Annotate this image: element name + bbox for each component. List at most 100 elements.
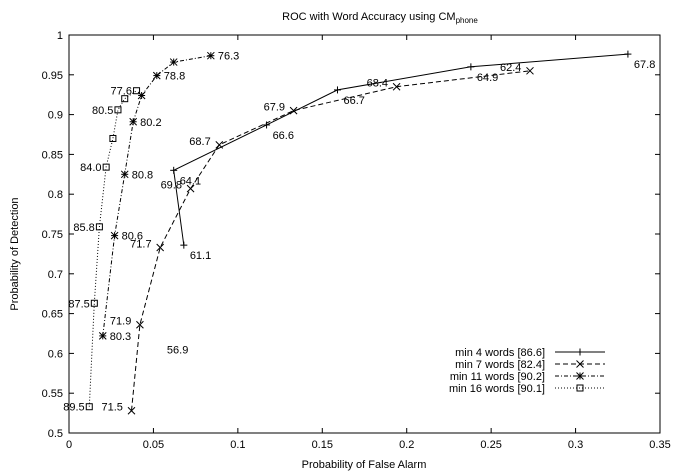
data-label: 67.9 xyxy=(264,102,285,114)
series-line xyxy=(173,53,628,246)
data-point-marker xyxy=(170,166,178,174)
x-tick-label: 0.25 xyxy=(480,439,501,451)
data-label: 68.7 xyxy=(189,136,210,148)
data-label: 61.1 xyxy=(190,250,211,262)
data-point-marker xyxy=(156,243,165,252)
data-point-marker xyxy=(90,299,98,307)
data-point-marker xyxy=(129,117,138,126)
data-point-marker xyxy=(152,71,161,80)
data-point-marker xyxy=(85,403,93,411)
data-point-marker xyxy=(136,320,144,329)
chart-title: ROC with Word Accuracy using CMphone xyxy=(282,11,478,25)
data-point-marker xyxy=(526,66,534,75)
series-line xyxy=(88,90,137,407)
x-tick-label: 0.35 xyxy=(649,439,670,451)
legend-marker xyxy=(576,360,584,368)
y-tick-label: 0.85 xyxy=(42,149,63,161)
data-label: 80.5 xyxy=(92,105,113,117)
x-tick-label: 0 xyxy=(66,439,72,451)
data-label: 77.6 xyxy=(111,86,132,98)
data-point-marker xyxy=(289,106,298,115)
data-point-marker xyxy=(186,184,195,193)
data-point-marker xyxy=(180,241,188,249)
legend-marker xyxy=(576,372,584,380)
data-label: 66.7 xyxy=(343,95,364,107)
data-label: 71.9 xyxy=(110,316,131,328)
y-tick-label: 0.5 xyxy=(48,428,63,440)
data-label: 76.3 xyxy=(218,51,239,63)
data-label: 80.3 xyxy=(110,331,131,343)
data-point-marker xyxy=(102,163,110,171)
data-label: 66.6 xyxy=(273,130,294,142)
series-line xyxy=(102,55,211,336)
legend-item: min 7 words [82.4] xyxy=(455,359,605,371)
x-tick-label: 0.2 xyxy=(399,439,414,451)
data-label: 69.8 xyxy=(161,180,182,192)
data-label-layer: 61.1 64.1 66.6 66.7 64.9 67.8 71.5 71.9 71.7 69.8… xyxy=(63,51,655,414)
x-tick-label: 0.15 xyxy=(312,439,333,451)
data-point-marker xyxy=(127,406,136,415)
y-tick-label: 0.75 xyxy=(42,229,63,241)
data-point-marker xyxy=(333,86,341,94)
data-label: 80.2 xyxy=(140,117,161,129)
legend-item: min 4 words [86.6] xyxy=(455,347,605,359)
x-tick-label: 0.05 xyxy=(143,439,164,451)
y-tick-label: 0.6 xyxy=(48,348,63,360)
legend-label: min 11 words [90.2] xyxy=(450,371,545,383)
y-tick-label: 0.7 xyxy=(48,269,63,281)
y-axis-label: Probability of Detection xyxy=(9,197,21,310)
series-4 xyxy=(85,87,141,411)
series-3 xyxy=(98,51,215,340)
data-label: 85.8 xyxy=(73,222,94,234)
data-point-marker xyxy=(120,170,129,179)
data-point-marker xyxy=(121,95,129,103)
data-label: 80.6 xyxy=(122,231,143,243)
legend-label: min 4 words [86.6] xyxy=(455,347,545,359)
data-label: 89.5 xyxy=(63,402,84,414)
plot-area: 0 0.05 0.1 0.15 0.2 0.25 0.3 0.35 0.5 0.55 0.6 0.65… xyxy=(42,30,671,451)
data-label: 78.8 xyxy=(164,71,185,83)
data-point-marker xyxy=(114,106,122,114)
data-point-marker xyxy=(133,87,141,95)
y-tick-label: 0.8 xyxy=(48,189,63,201)
data-label: 68.4 xyxy=(367,78,388,90)
data-point-marker xyxy=(392,82,401,91)
series-1 xyxy=(170,50,632,249)
data-label: 71.5 xyxy=(101,402,122,414)
data-label: 64.9 xyxy=(477,72,498,84)
legend-item: min 11 words [90.2] xyxy=(450,371,605,383)
data-point-marker xyxy=(169,58,178,66)
data-point-marker xyxy=(95,223,103,231)
data-label: 84.0 xyxy=(80,162,101,174)
data-point-marker xyxy=(206,51,215,60)
y-tick-label: 1 xyxy=(57,30,63,42)
legend-label: min 16 words [90.1] xyxy=(449,383,545,395)
data-label: 64.1 xyxy=(180,175,201,187)
data-label: 71.7 xyxy=(130,239,151,251)
legend-marker xyxy=(576,384,584,392)
data-label: 62.4 xyxy=(500,62,521,74)
data-point-marker xyxy=(110,231,119,240)
series-line xyxy=(131,70,531,411)
data-label: 80.8 xyxy=(132,169,153,181)
annotation-label: 56.9 xyxy=(167,344,188,356)
legend-item: min 16 words [90.1] xyxy=(449,383,605,395)
legend-label: min 7 words [82.4] xyxy=(455,359,545,371)
x-tick-label: 0.1 xyxy=(230,439,245,451)
legend-marker xyxy=(576,348,584,356)
series-2 xyxy=(127,66,534,415)
y-tick-label: 0.95 xyxy=(42,70,63,82)
data-label: 87.5 xyxy=(68,298,89,310)
data-point-marker xyxy=(215,140,224,149)
y-tick-label: 0.9 xyxy=(48,110,63,122)
data-point-marker xyxy=(624,50,632,58)
data-point-marker xyxy=(98,332,107,340)
y-tick-label: 0.55 xyxy=(42,388,63,400)
legend: min 4 words [86.6]min 7 words [82.4]min … xyxy=(449,347,605,395)
y-tick-label: 0.65 xyxy=(42,309,63,321)
data-label: 67.8 xyxy=(634,59,655,71)
x-axis-label: Probability of False Alarm xyxy=(302,459,427,471)
series-layer xyxy=(85,50,632,415)
x-tick-label: 0.3 xyxy=(568,439,583,451)
data-point-marker xyxy=(109,134,117,142)
